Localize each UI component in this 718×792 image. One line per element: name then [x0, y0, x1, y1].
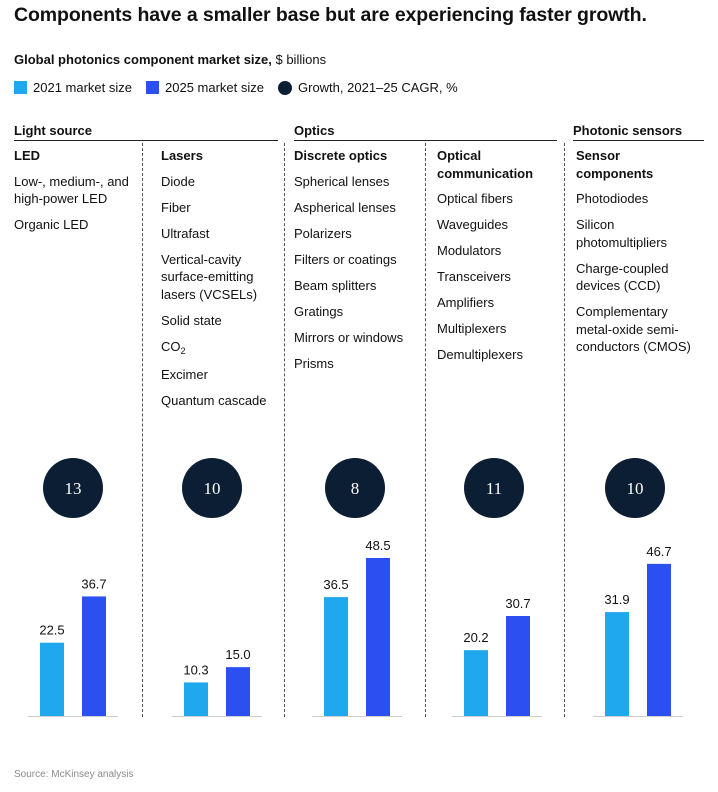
component-item: Gratings: [294, 303, 344, 319]
group-rule-photonic-sensors: [573, 140, 704, 141]
component-item: Multiplexers: [437, 321, 507, 336]
component-item: Mirrors or windows: [294, 329, 404, 345]
component-item: Modulators: [437, 243, 502, 258]
data-label-2021-market-size-discrete-optics: 36.5: [323, 577, 348, 592]
bar-2021-market-size-optical-communication: [464, 650, 488, 716]
component-item: Fiber: [161, 199, 191, 215]
column-heading: Sensor components: [576, 148, 654, 181]
component-item: Filters or coatings: [294, 251, 397, 267]
component-item: Spherical lenses: [294, 173, 390, 189]
cagr-label-led: 13: [65, 479, 82, 498]
column-sensor-components: Sensor components Photodiodes Silicon ph…: [576, 147, 701, 364]
cagr-label-discrete-optics: 8: [351, 479, 360, 498]
column-heading: LED: [14, 148, 40, 163]
cagr-label-lasers: 10: [204, 479, 221, 498]
component-item: Transceivers: [437, 269, 511, 284]
component-item: Excimer: [161, 366, 208, 382]
bar-2021-market-size-lasers: [184, 682, 208, 716]
subscript: 2: [180, 345, 186, 356]
legend-label-cagr: Growth, 2021–25 CAGR, %: [298, 80, 458, 95]
column-lasers: Lasers Diode Fiber Ultrafast Vertical-ca…: [161, 147, 286, 418]
column-divider: [284, 143, 285, 717]
data-label-2025-market-size-sensor-components: 46.7: [646, 544, 671, 559]
column-divider: [564, 143, 565, 717]
legend-item-cagr: Growth, 2021–25 CAGR, %: [278, 80, 458, 95]
component-item: Silicon photomultipliers: [576, 217, 668, 250]
chart-title: Components have a smaller base but are e…: [14, 4, 647, 26]
column-divider: [142, 143, 143, 717]
cagr-circle-led: [43, 458, 103, 518]
cagr-circle-optical-communication: [464, 458, 524, 518]
bar-2025-market-size-sensor-components: [647, 563, 671, 716]
data-label-2021-market-size-lasers: 10.3: [183, 662, 208, 677]
column-heading: Discrete optics: [294, 148, 388, 163]
column-optical-communication: Optical communication Optical fibers Wav…: [437, 147, 562, 372]
component-item: Vertical-cavity surface-emitting lasers …: [161, 251, 258, 302]
subtitle-strong: Global photonics component market size,: [14, 52, 272, 67]
component-item: Organic LED: [14, 217, 89, 232]
source-note: Source: McKinsey analysis: [14, 769, 134, 780]
bar-2025-market-size-optical-communication: [506, 615, 530, 716]
component-item: Polarizers: [294, 225, 352, 241]
bar-2025-market-size-discrete-optics: [366, 558, 390, 716]
component-item: Ultrafast: [161, 225, 210, 241]
legend-item-2021: 2021 market size: [14, 80, 132, 95]
data-label-2025-market-size-optical-communication: 30.7: [505, 596, 530, 611]
component-item: Demultiplexers: [437, 347, 523, 362]
column-discrete-optics: Discrete optics Spherical lenses Aspheri…: [294, 147, 419, 381]
component-item-co2: CO2: [161, 338, 186, 356]
component-item: Optical fibers: [437, 191, 513, 206]
component-item: Amplifiers: [437, 295, 495, 310]
component-item: Complementary metal-oxide semi-conductor…: [576, 304, 691, 354]
legend-label-2025: 2025 market size: [165, 80, 264, 95]
group-label-light-source: Light source: [14, 123, 93, 138]
data-label-2025-market-size-discrete-optics: 48.5: [365, 538, 390, 553]
cagr-circle-lasers: [182, 458, 242, 518]
data-label-2025-market-size-led: 36.7: [81, 576, 106, 591]
bar-2025-market-size-led: [82, 596, 106, 716]
component-item: Quantum cascade: [161, 392, 267, 408]
group-rule-optics: [294, 140, 557, 141]
group-label-photonic-sensors: Photonic sensors: [573, 123, 683, 138]
legend-swatch-2025: [146, 81, 159, 94]
component-item: Photodiodes: [576, 191, 649, 206]
cagr-label-optical-communication: 11: [486, 479, 502, 498]
data-label-2021-market-size-optical-communication: 20.2: [463, 630, 488, 645]
chart-subtitle: Global photonics component market size, …: [14, 52, 326, 67]
component-item: Beam splitters: [294, 277, 377, 293]
bar-2025-market-size-lasers: [226, 667, 250, 716]
component-item: Prisms: [294, 355, 334, 371]
data-label-2021-market-size-sensor-components: 31.9: [604, 592, 629, 607]
bar-2021-market-size-discrete-optics: [324, 597, 348, 716]
group-rule-light-source: [14, 140, 278, 141]
group-label-optics: Optics: [294, 123, 335, 138]
cagr-circle-discrete-optics: [325, 458, 385, 518]
column-heading: Optical communication: [437, 148, 534, 181]
bar-2021-market-size-led: [40, 642, 64, 716]
component-item: Charge-coupled devices (CCD): [576, 260, 669, 294]
component-item: Solid state: [161, 312, 222, 328]
subtitle-unit: $ billions: [271, 52, 327, 67]
legend-swatch-2021: [14, 81, 27, 94]
column-led: LED Low-, medium-, and high-power LED Or…: [14, 147, 139, 242]
cagr-circle-sensor-components: [605, 458, 665, 518]
column-heading: Lasers: [161, 148, 203, 163]
legend-swatch-cagr: [278, 80, 292, 95]
bar-2021-market-size-sensor-components: [605, 612, 629, 716]
data-label-2021-market-size-led: 22.5: [39, 623, 64, 638]
data-label-2025-market-size-lasers: 15.0: [225, 647, 250, 662]
legend-label-2021: 2021 market size: [33, 80, 132, 95]
legend: 2021 market size 2025 market size Growth…: [14, 80, 472, 95]
cagr-label-sensor-components: 10: [627, 479, 644, 498]
component-item: Low-, medium-, and high-power LED: [14, 173, 129, 207]
component-item: Diode: [161, 173, 195, 189]
component-item: Waveguides: [437, 217, 509, 232]
column-divider: [425, 143, 426, 717]
legend-item-2025: 2025 market size: [146, 80, 264, 95]
component-item: Aspherical lenses: [294, 199, 396, 215]
